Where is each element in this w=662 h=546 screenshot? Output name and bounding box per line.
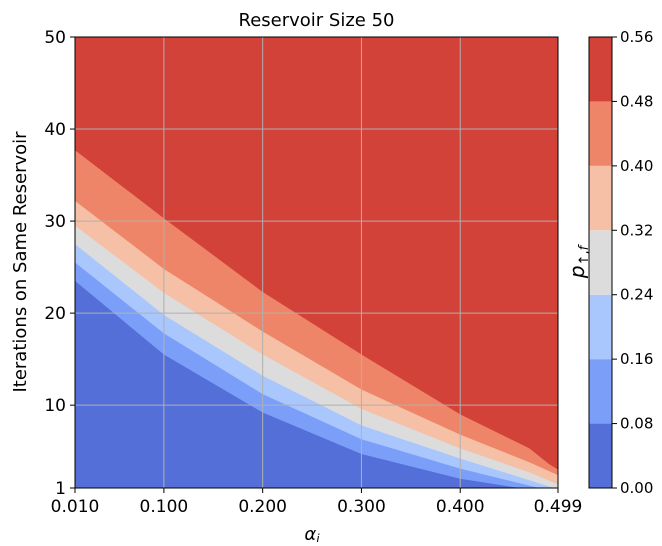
colorbar-segment <box>589 423 612 488</box>
x-axis-label: αi <box>304 524 320 546</box>
y-tick-label: 1 <box>55 479 66 499</box>
x-tick-label: 0.100 <box>140 497 189 517</box>
colorbar-segment <box>589 101 612 166</box>
colorbar-segment <box>589 37 612 102</box>
band-below-0.08 <box>75 280 520 488</box>
grid-lines <box>75 37 558 488</box>
x-tick-label: 0.300 <box>337 497 386 517</box>
colorbar: 0.00 0.08 0.16 0.24 0.32 0.40 0.48 0.56 <box>588 28 653 497</box>
colorbar-tick-label: 0.08 <box>620 415 653 433</box>
y-axis-ticks: 1 10 20 30 40 50 <box>44 28 75 499</box>
y-tick-label: 30 <box>44 212 66 232</box>
colorbar-frame <box>588 36 613 489</box>
colorbar-tick-label: 0.56 <box>620 28 653 46</box>
colorbar-segment <box>589 230 612 295</box>
chart-title: Reservoir Size 50 <box>239 10 395 31</box>
plot-frame <box>74 36 559 489</box>
svg-text:p↑,f: p↑,f <box>565 243 592 279</box>
colorbar-tick-label: 0.48 <box>620 92 653 110</box>
y-tick-label: 10 <box>44 396 66 416</box>
y-tick-label: 50 <box>44 28 66 48</box>
colorbar-segment <box>589 165 612 231</box>
colorbar-tick-label: 0.32 <box>620 221 653 239</box>
x-tick-label: 0.010 <box>51 497 100 517</box>
contour-bands <box>75 37 558 488</box>
colorbar-tick-label: 0.40 <box>620 157 653 175</box>
svg-text:αi: αi <box>304 524 320 542</box>
x-tick-label: 0.400 <box>436 497 485 517</box>
x-tick-label: 0.499 <box>534 497 583 517</box>
y-tick-label: 40 <box>44 120 66 140</box>
colorbar-tick-label: 0.00 <box>620 479 653 497</box>
y-tick-label: 20 <box>44 304 66 324</box>
colorbar-tick-label: 0.16 <box>620 350 653 368</box>
colorbar-segment <box>589 294 612 360</box>
x-axis-ticks: 0.010 0.100 0.200 0.300 0.400 0.499 <box>51 488 583 517</box>
colorbar-label: p↑,f <box>565 243 592 279</box>
x-tick-label: 0.200 <box>238 497 287 517</box>
colorbar-segment <box>589 359 612 424</box>
colorbar-tick-label: 0.24 <box>620 286 653 304</box>
y-axis-label: Iterations on Same Reservoir <box>10 131 31 393</box>
